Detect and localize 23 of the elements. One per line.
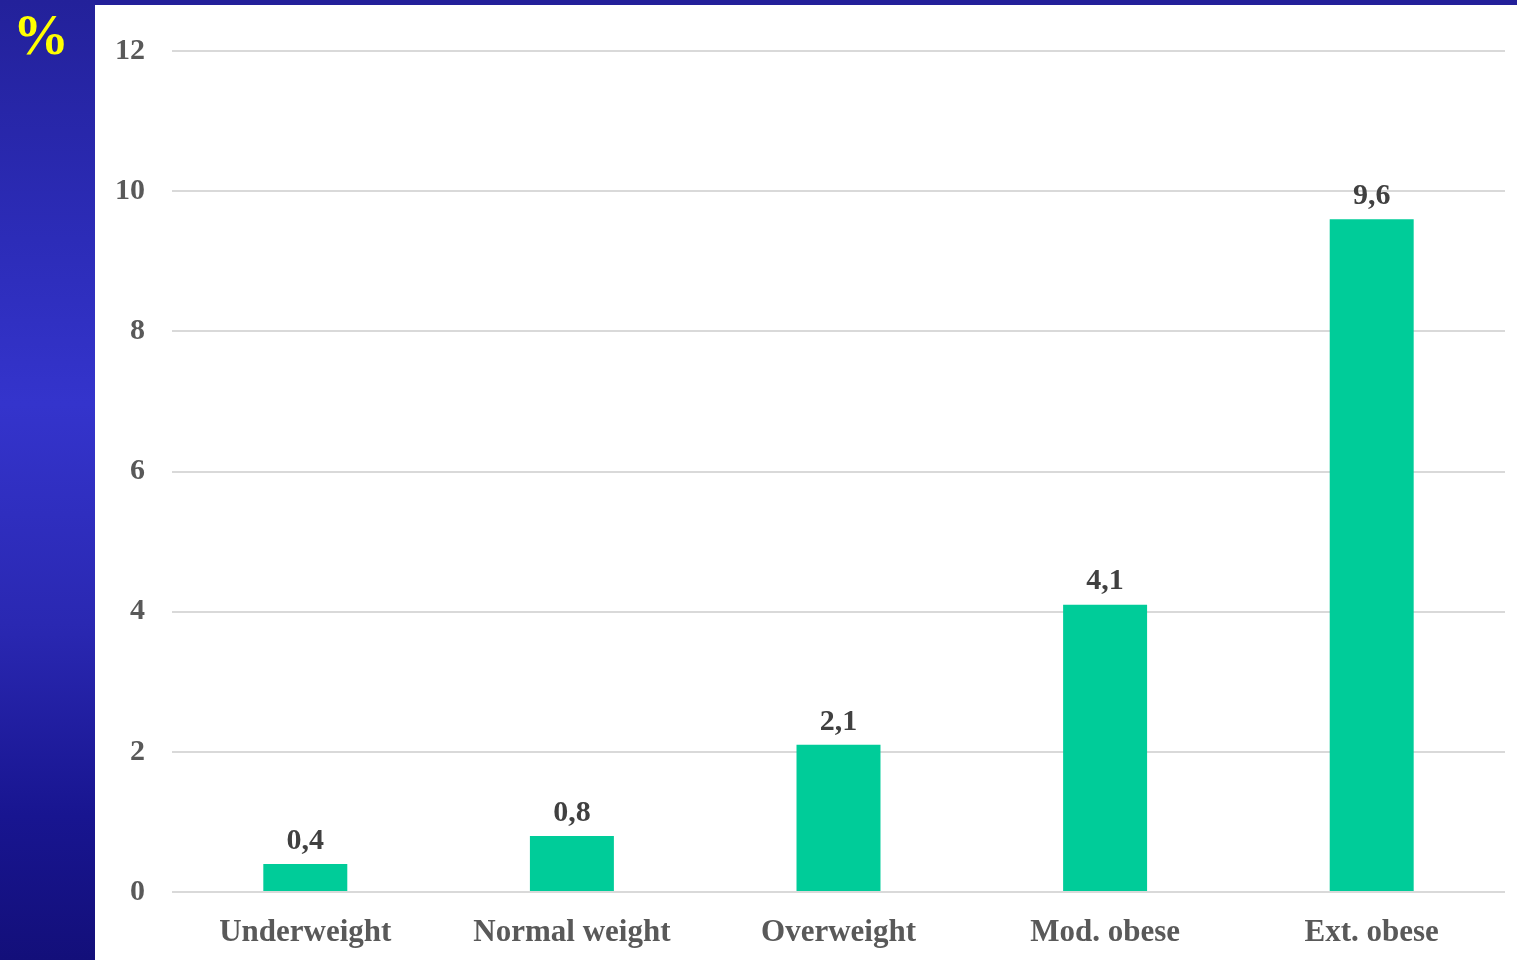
y-tick-label: 12 — [115, 31, 145, 65]
data-label: 4,1 — [1086, 562, 1124, 596]
y-axis-title: % — [12, 3, 70, 68]
y-tick-label: 6 — [130, 452, 145, 486]
data-label: 2,1 — [819, 702, 858, 736]
x-tick-label: Mod. obese — [1030, 912, 1181, 948]
x-tick-label: Normal weight — [473, 912, 672, 948]
data-label: 0,8 — [553, 793, 591, 827]
bar — [1329, 219, 1414, 891]
y-tick-label: 10 — [115, 171, 145, 205]
data-label: 0,4 — [286, 821, 325, 855]
y-tick-label: 8 — [130, 312, 145, 346]
data-label: 9,6 — [1352, 176, 1391, 210]
x-tick-label: Overweight — [761, 912, 917, 948]
bar — [1063, 604, 1148, 891]
y-tick-label: 4 — [130, 592, 145, 626]
y-tick-label: 0 — [130, 872, 145, 906]
bar — [529, 835, 614, 891]
y-tick-label: 2 — [130, 732, 145, 766]
x-tick-label: Ext. obese — [1304, 912, 1439, 948]
x-tick-label: Underweight — [219, 912, 393, 948]
bar — [796, 744, 881, 891]
bar — [263, 863, 348, 891]
